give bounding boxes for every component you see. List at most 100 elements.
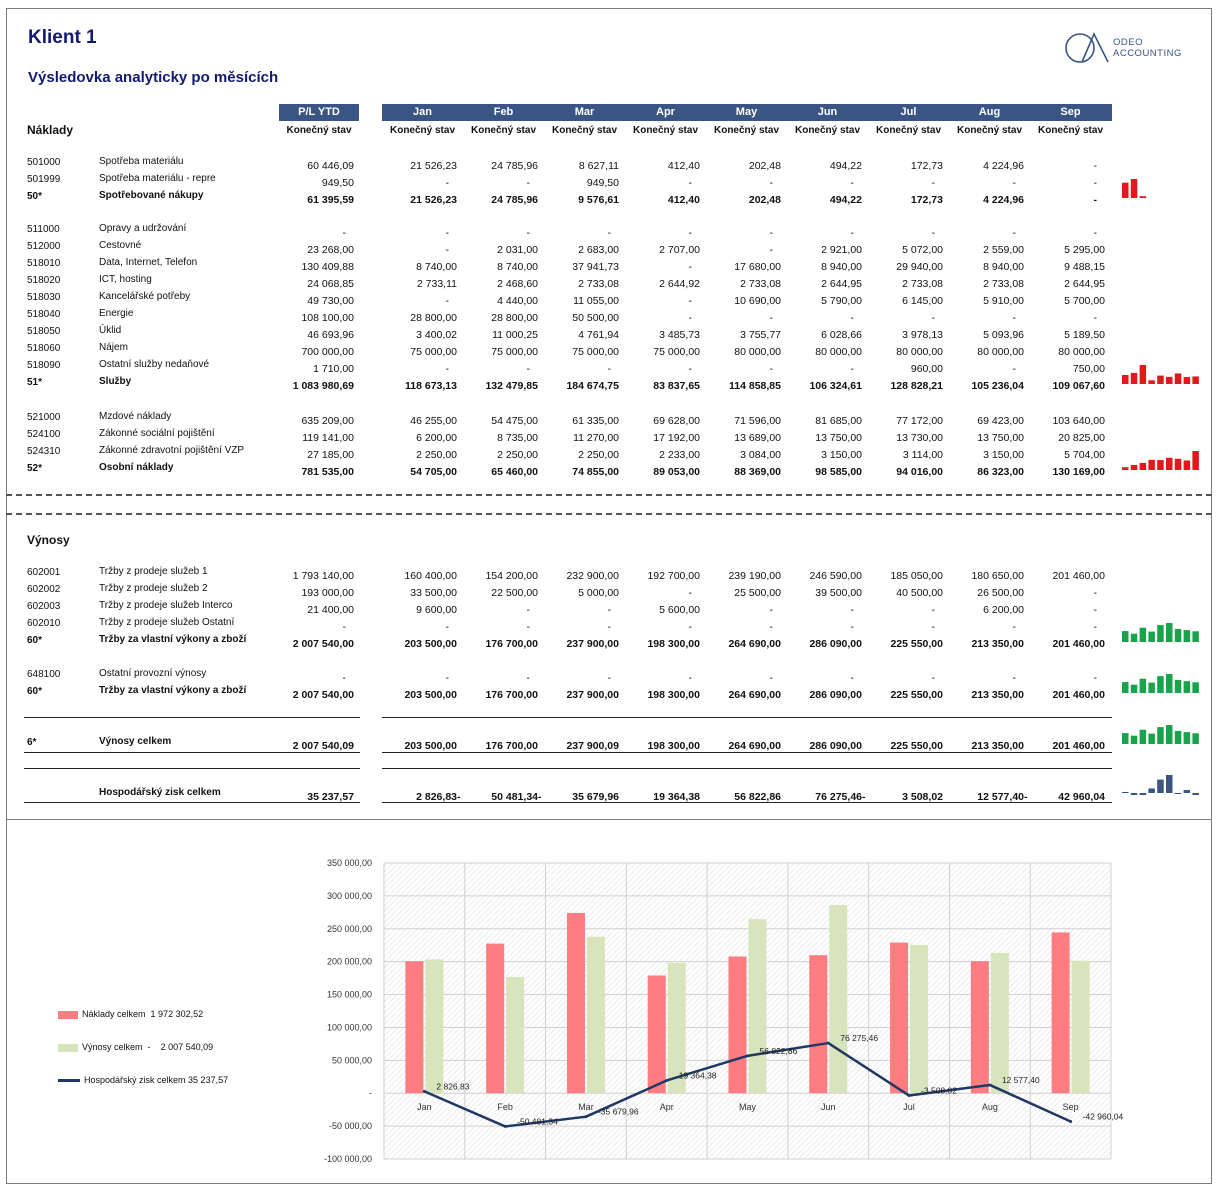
header-month: Jul bbox=[900, 106, 917, 118]
cell-month: 86 323,00 bbox=[977, 466, 1024, 478]
cell-month: 3 084,00 bbox=[740, 449, 781, 461]
cell-month: 94 016,00 bbox=[896, 466, 943, 478]
cell-month: - bbox=[931, 177, 936, 189]
cell-month: 213 350,00 bbox=[971, 740, 1024, 752]
x-tick-label: Jul bbox=[903, 1102, 915, 1112]
header-subtitle: Konečný stav bbox=[875, 125, 942, 136]
account-name: Tržby z prodeje služeb Ostatní bbox=[99, 617, 235, 628]
header-month: Sep bbox=[1060, 106, 1081, 118]
cell-month: 13 750,00 bbox=[815, 432, 862, 444]
account-code: 6* bbox=[27, 737, 37, 748]
profit-point bbox=[988, 1083, 992, 1087]
sparkline-bar bbox=[1130, 735, 1138, 744]
account-name: Zákonné zdravotní pojištění VZP bbox=[99, 445, 245, 456]
header-subtitle: Konečný stav bbox=[956, 125, 1023, 136]
profit-point bbox=[1069, 1119, 1073, 1123]
sparkline-bar bbox=[1183, 790, 1191, 793]
header-subtitle: Konečný stav bbox=[1037, 125, 1104, 136]
cell-ytd: 700 000,00 bbox=[301, 346, 354, 358]
cell-month: 114 858,85 bbox=[729, 380, 781, 392]
cell-month: 2 559,00 bbox=[983, 244, 1024, 256]
cell-ytd: 781 535,00 bbox=[301, 466, 354, 478]
cell-month: - bbox=[526, 672, 531, 684]
plot-area bbox=[384, 863, 1111, 1159]
cell-month: - bbox=[1093, 587, 1098, 599]
cell-month: - bbox=[445, 672, 450, 684]
cell-month: - bbox=[688, 363, 693, 375]
cell-ytd: 27 185,00 bbox=[307, 449, 354, 461]
cell-month: 203 500,00 bbox=[404, 638, 457, 650]
sparkline-bar bbox=[1139, 627, 1147, 642]
account-code: 602010 bbox=[27, 618, 61, 629]
cell-month: 949,50 bbox=[586, 177, 619, 189]
cell-month: 202,48 bbox=[748, 194, 781, 206]
sparkline-bar bbox=[1192, 793, 1199, 795]
negative-sign: - bbox=[457, 791, 461, 803]
cell-month: 75 000,00 bbox=[572, 346, 619, 358]
cell-month: 40 500,00 bbox=[896, 587, 943, 599]
cell-month: 5 790,00 bbox=[821, 295, 862, 307]
sparkline-bar bbox=[1192, 682, 1199, 693]
cell-month: 225 550,00 bbox=[890, 638, 943, 650]
cell-month: 80 000,00 bbox=[896, 346, 943, 358]
cell-ytd: 60 446,09 bbox=[307, 160, 354, 172]
cell-month: - bbox=[1012, 227, 1017, 239]
cell-month: 11 055,00 bbox=[573, 295, 619, 307]
cell-month: - bbox=[1093, 672, 1098, 684]
cell-month: 25 500,00 bbox=[734, 587, 781, 599]
cell-month: 11 000,25 bbox=[492, 329, 538, 341]
cell-month: 8 735,00 bbox=[497, 432, 538, 444]
cell-month: 21 526,23 bbox=[410, 160, 457, 172]
cell-month: 5 600,00 bbox=[659, 604, 700, 616]
cell-month: 109 067,60 bbox=[1052, 380, 1105, 392]
cell-month: - bbox=[1093, 604, 1098, 616]
cell-month: 202,48 bbox=[748, 160, 781, 172]
account-code: 501999 bbox=[27, 174, 61, 185]
cell-month: 80 000,00 bbox=[815, 346, 862, 358]
cell-month: - bbox=[931, 312, 936, 324]
sparkline-bar bbox=[1174, 373, 1182, 384]
profit-data-label: -35 679,96 bbox=[598, 1107, 639, 1117]
cell-month: 3 755,77 bbox=[740, 329, 781, 341]
sparkline bbox=[1122, 623, 1199, 642]
legend-revenue-swatch bbox=[58, 1043, 78, 1052]
y-tick-label: 100 000,00 bbox=[327, 1022, 372, 1032]
page-frame bbox=[6, 8, 1212, 1184]
cell-month: 213 350,00 bbox=[971, 689, 1024, 701]
cell-month: 213 350,00 bbox=[971, 638, 1024, 650]
section-naklady: Náklady bbox=[27, 123, 74, 137]
bar-costs bbox=[566, 912, 585, 1094]
cell-month: 13 750,00 bbox=[977, 432, 1024, 444]
header-subtitle: Konečný stav bbox=[632, 125, 699, 136]
cell-month: 69 423,00 bbox=[977, 415, 1024, 427]
account-name: Energie bbox=[99, 308, 134, 319]
total-rule bbox=[382, 802, 1112, 803]
account-name: Ostatní služby nedaňové bbox=[99, 359, 210, 370]
account-name: Výnosy celkem bbox=[99, 736, 172, 747]
cell-month: 2 733,08 bbox=[902, 278, 943, 290]
cell-month: 264 690,00 bbox=[728, 740, 781, 752]
header-month: Jan bbox=[413, 106, 432, 118]
bar-revenue bbox=[910, 944, 929, 1094]
cell-month: 172,73 bbox=[910, 160, 943, 172]
account-code: 60* bbox=[27, 635, 43, 646]
sparkline-bar bbox=[1139, 196, 1147, 198]
profit-point bbox=[665, 1078, 669, 1082]
x-tick-label: Aug bbox=[982, 1102, 998, 1112]
sparkline-bar bbox=[1148, 733, 1155, 744]
cell-month: 2 250,00 bbox=[578, 449, 619, 461]
bar-revenue bbox=[748, 919, 767, 1094]
cell-month: 201 460,00 bbox=[1052, 689, 1105, 701]
cell-ytd: 61 395,59 bbox=[307, 194, 354, 206]
cell-month: 75 000,00 bbox=[653, 346, 700, 358]
x-tick-label: Apr bbox=[660, 1102, 674, 1112]
cell-month: 80 000,00 bbox=[734, 346, 781, 358]
y-tick-label: 250 000,00 bbox=[327, 924, 372, 934]
cell-ytd: - bbox=[342, 227, 347, 239]
cell-month: - bbox=[1093, 194, 1098, 206]
cell-month: 198 300,00 bbox=[647, 689, 700, 701]
cell-month: 264 690,00 bbox=[728, 689, 781, 701]
cell-month: 42 960,04 bbox=[1058, 791, 1105, 803]
cell-month: 65 460,00 bbox=[491, 466, 538, 478]
cell-month: 103 640,00 bbox=[1052, 415, 1105, 427]
